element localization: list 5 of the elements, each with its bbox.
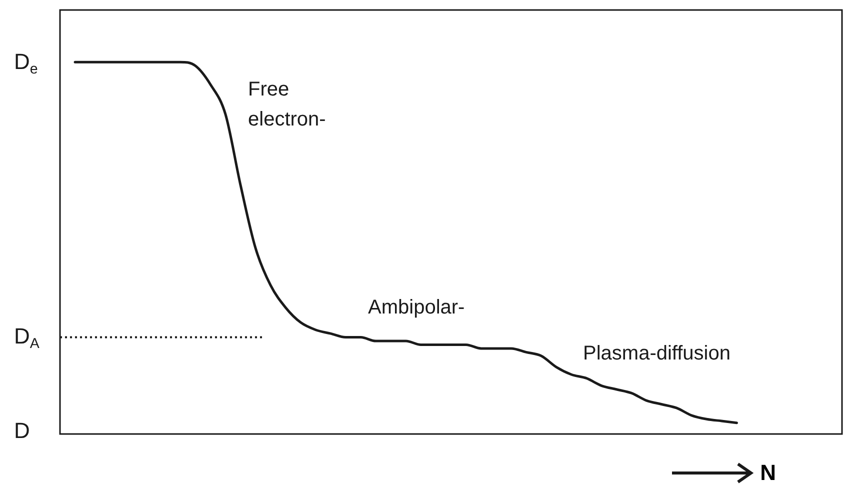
annotation: Plasma-diffusion xyxy=(583,342,730,365)
annotation: Ambipolar- xyxy=(368,296,465,319)
annotation: Free electron- xyxy=(248,78,326,131)
x-axis-title: N xyxy=(760,460,776,486)
text: D xyxy=(14,418,30,444)
